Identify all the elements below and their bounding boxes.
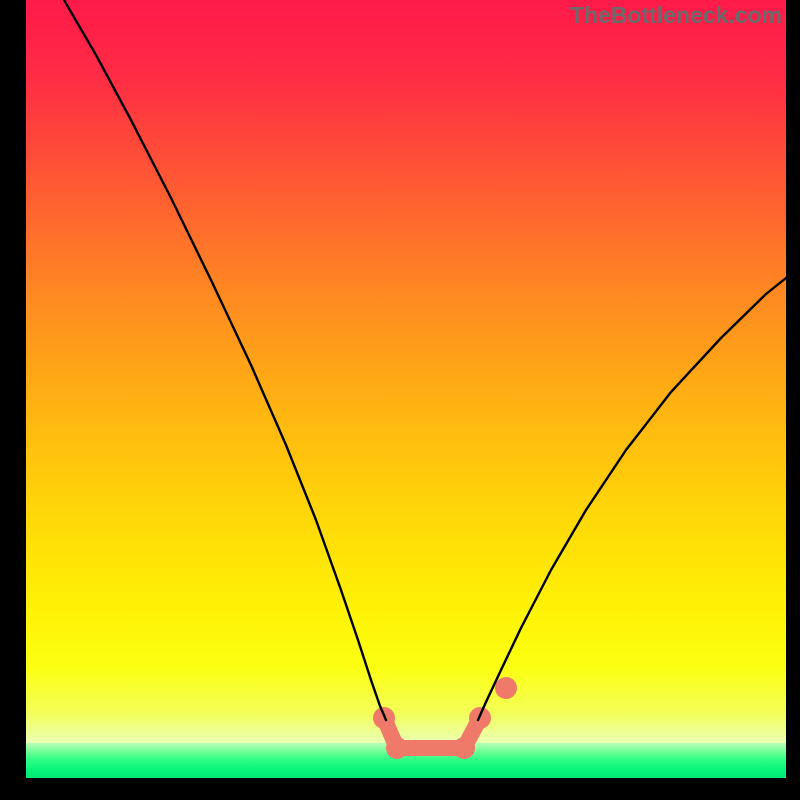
watermark-label: TheBottleneck.com: [570, 2, 782, 29]
plot-area: [26, 0, 786, 778]
left-curve: [64, 0, 386, 720]
trough-marker: [373, 677, 517, 759]
right-curve: [478, 278, 786, 720]
bottleneck-curves-layer: [26, 0, 786, 778]
